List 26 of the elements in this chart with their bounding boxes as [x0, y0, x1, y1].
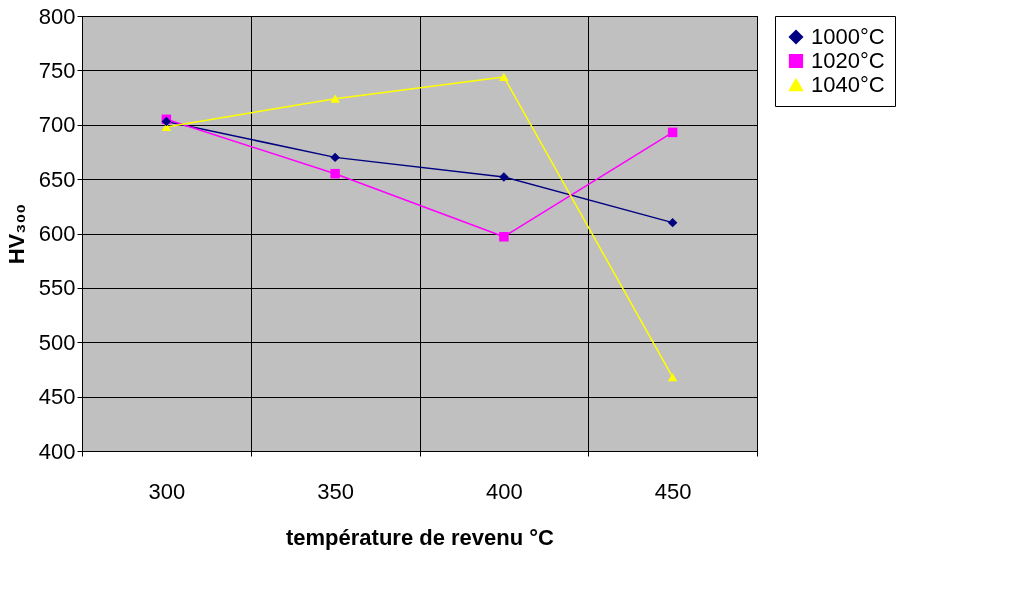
y-tick-label: 700 [38, 112, 76, 138]
x-tick-label: 450 [654, 478, 692, 504]
point [499, 72, 509, 82]
y-tick-label: 550 [38, 275, 76, 301]
y-tick-label: 600 [38, 221, 76, 246]
x-tick-label: 300 [148, 478, 186, 504]
point [667, 217, 678, 228]
x-tick-label: 350 [317, 478, 354, 504]
y-tick-label: 650 [38, 166, 76, 192]
point [330, 94, 340, 103]
y-tick-label: 450 [38, 384, 76, 410]
y-axis-title: HV₃₀₀ [3, 203, 29, 265]
legend-label: 1040°C [811, 72, 885, 97]
y-tick-label: 400 [38, 438, 76, 464]
point [330, 168, 340, 179]
x-tick-label: 400 [486, 478, 523, 504]
point [499, 232, 509, 242]
point [330, 152, 340, 163]
point [667, 372, 678, 382]
legend-label: 1020°C [811, 48, 885, 73]
y-tick-label: 800 [38, 3, 76, 29]
y-tick-label: 750 [38, 57, 76, 83]
x-axis-title: température de revenu °C [286, 524, 555, 550]
point [667, 127, 678, 138]
y-tick-label: 500 [38, 329, 76, 355]
legend-label: 1000°C [811, 24, 885, 49]
